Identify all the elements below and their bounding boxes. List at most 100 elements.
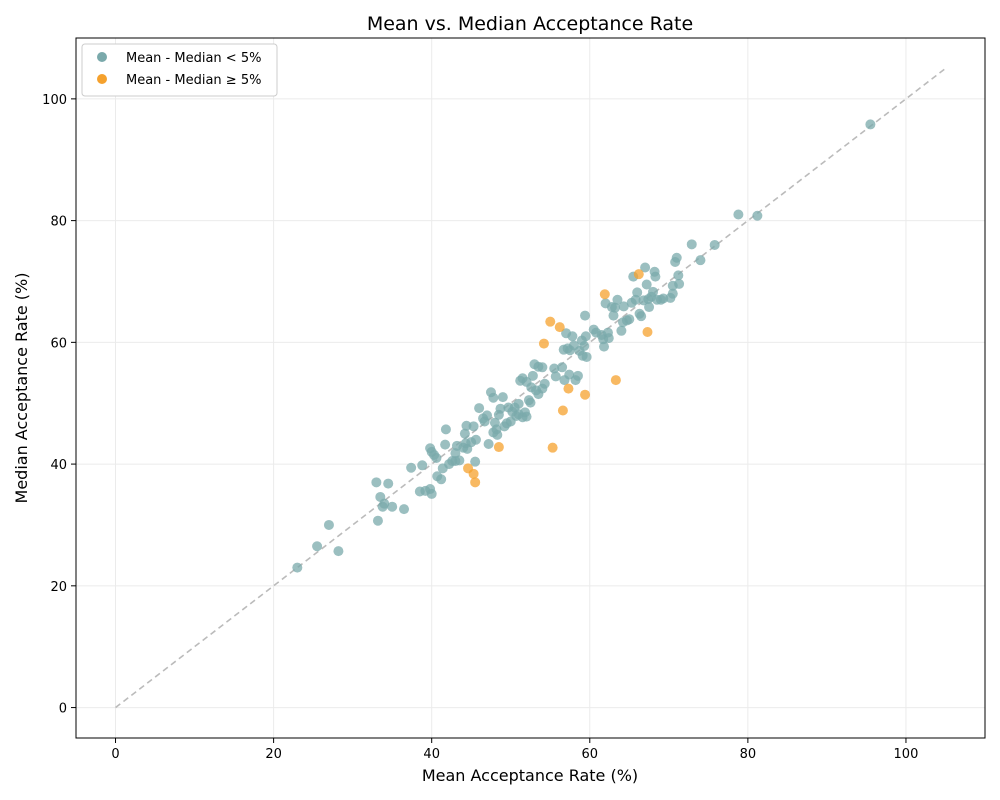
data-point-above-5 bbox=[468, 468, 479, 479]
data-point-above-5 bbox=[545, 316, 556, 327]
data-point-above-5 bbox=[599, 289, 610, 300]
x-tick-label: 100 bbox=[894, 747, 919, 762]
legend: Mean - Median < 5% Mean - Median ≥ 5% bbox=[81, 43, 278, 97]
data-point-below-5 bbox=[618, 301, 629, 312]
x-tick-label: 60 bbox=[582, 747, 599, 762]
data-point-below-5 bbox=[417, 460, 428, 471]
data-point-above-5 bbox=[554, 322, 565, 333]
data-point-above-5 bbox=[580, 389, 591, 400]
plot-area-frame bbox=[75, 37, 986, 739]
data-point-below-5 bbox=[470, 456, 481, 467]
data-point-below-5 bbox=[539, 378, 550, 389]
data-point-below-5 bbox=[603, 333, 614, 344]
y-axis-ticks: 0 20 40 60 80 100 bbox=[42, 93, 76, 717]
data-point-below-5 bbox=[550, 371, 561, 382]
data-point-above-5 bbox=[538, 338, 549, 349]
x-tick-label: 20 bbox=[265, 747, 282, 762]
data-point-below-5 bbox=[572, 370, 583, 381]
data-point-below-5 bbox=[616, 325, 627, 336]
data-point-below-5 bbox=[474, 403, 485, 414]
legend-label-below-5: Mean - Median < 5% bbox=[126, 51, 261, 66]
data-point-below-5 bbox=[612, 294, 623, 305]
y-tick-label: 100 bbox=[42, 93, 67, 108]
data-point-below-5 bbox=[537, 362, 548, 373]
data-point-below-5 bbox=[525, 397, 536, 408]
data-point-below-5 bbox=[549, 363, 560, 374]
data-point-below-5 bbox=[567, 331, 578, 342]
y-tick-label: 80 bbox=[50, 215, 67, 230]
x-tick-label: 80 bbox=[740, 747, 757, 762]
data-point-below-5 bbox=[292, 562, 303, 573]
data-point-below-5 bbox=[733, 209, 744, 220]
data-point-below-5 bbox=[312, 541, 323, 552]
data-point-below-5 bbox=[686, 239, 697, 250]
data-point-below-5 bbox=[436, 474, 447, 485]
legend-box bbox=[81, 43, 278, 97]
data-point-below-5 bbox=[383, 478, 394, 489]
data-point-below-5 bbox=[695, 255, 706, 266]
data-point-below-5 bbox=[440, 424, 451, 435]
data-point-above-5 bbox=[633, 269, 644, 280]
data-point-above-5 bbox=[557, 405, 568, 416]
data-point-below-5 bbox=[497, 392, 508, 403]
data-point-below-5 bbox=[454, 455, 465, 466]
data-point-below-5 bbox=[581, 351, 592, 362]
data-point-below-5 bbox=[513, 398, 524, 409]
data-point-below-5 bbox=[636, 311, 647, 322]
data-point-below-5 bbox=[459, 428, 470, 439]
data-point-below-5 bbox=[580, 331, 591, 342]
data-point-below-5 bbox=[671, 252, 682, 263]
data-point-below-5 bbox=[641, 279, 652, 290]
data-point-above-5 bbox=[547, 442, 558, 453]
data-point-below-5 bbox=[521, 411, 532, 422]
x-tick-label: 0 bbox=[111, 747, 119, 762]
data-point-below-5 bbox=[624, 314, 635, 325]
data-point-below-5 bbox=[752, 210, 763, 221]
data-point-below-5 bbox=[608, 310, 619, 321]
data-point-above-5 bbox=[470, 477, 481, 488]
data-point-below-5 bbox=[426, 488, 437, 499]
chart-title: Mean vs. Median Acceptance Rate bbox=[367, 13, 693, 35]
data-point-below-5 bbox=[488, 392, 499, 403]
data-point-below-5 bbox=[399, 504, 410, 515]
data-point-below-5 bbox=[673, 270, 684, 281]
y-tick-label: 40 bbox=[50, 458, 67, 473]
data-point-below-5 bbox=[667, 288, 678, 299]
data-point-below-5 bbox=[640, 262, 651, 273]
data-point-below-5 bbox=[379, 498, 390, 509]
data-point-below-5 bbox=[483, 439, 494, 449]
data-points bbox=[292, 119, 876, 573]
data-point-below-5 bbox=[431, 453, 442, 463]
data-point-above-5 bbox=[493, 442, 504, 453]
y-tick-label: 0 bbox=[59, 702, 67, 717]
data-point-below-5 bbox=[387, 501, 398, 512]
grid-lines bbox=[76, 38, 985, 738]
data-point-below-5 bbox=[468, 421, 479, 432]
x-axis-label: Mean Acceptance Rate (%) bbox=[422, 766, 638, 785]
data-point-below-5 bbox=[674, 278, 685, 289]
y-tick-label: 20 bbox=[50, 580, 67, 595]
data-point-above-5 bbox=[642, 327, 653, 337]
data-point-below-5 bbox=[865, 119, 876, 130]
data-point-below-5 bbox=[495, 403, 506, 414]
legend-marker-below-5 bbox=[97, 52, 107, 62]
data-point-below-5 bbox=[599, 341, 610, 352]
legend-label-above-5: Mean - Median ≥ 5% bbox=[126, 73, 261, 88]
x-axis-ticks: 0 20 40 60 80 100 bbox=[111, 738, 918, 762]
data-point-below-5 bbox=[371, 477, 382, 488]
data-point-below-5 bbox=[492, 429, 503, 440]
data-point-below-5 bbox=[323, 519, 334, 530]
data-point-below-5 bbox=[632, 287, 643, 298]
data-point-below-5 bbox=[648, 286, 659, 297]
data-point-below-5 bbox=[482, 410, 493, 421]
x-tick-label: 40 bbox=[423, 747, 440, 762]
data-point-below-5 bbox=[406, 462, 417, 473]
data-point-below-5 bbox=[470, 434, 481, 445]
data-point-above-5 bbox=[610, 375, 621, 386]
legend-marker-above-5 bbox=[97, 74, 107, 84]
y-axis-label: Median Acceptance Rate (%) bbox=[12, 273, 31, 504]
data-point-below-5 bbox=[580, 310, 591, 321]
data-point-below-5 bbox=[527, 370, 538, 381]
data-point-below-5 bbox=[650, 271, 661, 282]
